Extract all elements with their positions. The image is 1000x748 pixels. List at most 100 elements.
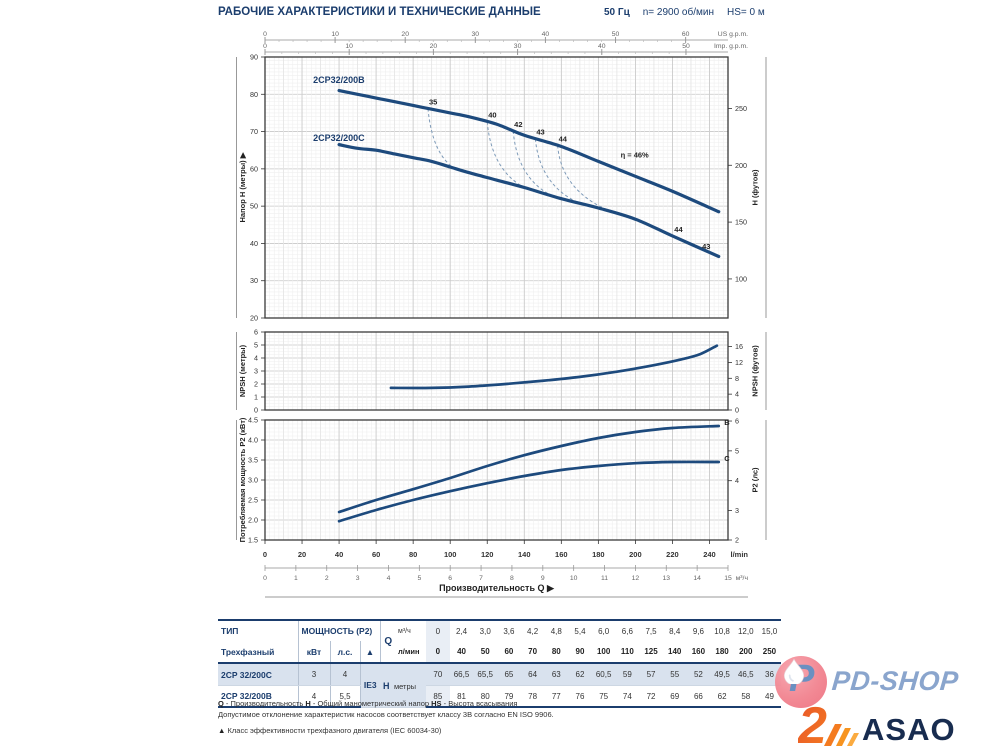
svg-text:2.5: 2.5	[248, 496, 258, 505]
svg-text:44: 44	[559, 134, 568, 143]
svg-text:10: 10	[345, 43, 353, 50]
table-cell: 80	[544, 641, 569, 664]
table-cell: 6,6	[615, 619, 640, 641]
svg-text:20: 20	[430, 43, 438, 50]
svg-text:4: 4	[254, 354, 258, 363]
svg-text:30: 30	[514, 43, 522, 50]
svg-text:2: 2	[798, 697, 827, 748]
table-cell: 100	[591, 641, 616, 664]
hp-value: 4	[329, 663, 360, 686]
svg-text:20: 20	[401, 31, 409, 38]
droplet-icon	[783, 658, 805, 684]
table-cell: 3,6	[497, 619, 521, 641]
table-cell: 81	[449, 685, 474, 708]
svg-text:3.5: 3.5	[248, 456, 258, 465]
model-name: 2CP 32/200B	[218, 685, 298, 708]
svg-text:40: 40	[250, 239, 258, 248]
svg-text:100: 100	[444, 550, 457, 559]
svg-text:2.0: 2.0	[248, 516, 258, 525]
svg-text:220: 220	[666, 550, 679, 559]
svg-text:3: 3	[254, 367, 258, 376]
svg-text:1.5: 1.5	[248, 536, 258, 545]
table-cell: 4,2	[520, 619, 545, 641]
table-cell: 76	[568, 685, 592, 708]
svg-text:40: 40	[335, 550, 343, 559]
table-cell: 46,5	[733, 663, 758, 686]
svg-text:180: 180	[592, 550, 605, 559]
svg-text:0: 0	[263, 575, 267, 582]
table-cell: 58	[733, 685, 758, 708]
asao-logo: 2 ASAO	[798, 697, 1000, 748]
col-power-header: МОЩНОСТЬ (P2)	[297, 619, 380, 641]
table-cell: 75	[591, 685, 616, 708]
svg-text:80: 80	[409, 550, 417, 559]
svg-text:8: 8	[735, 374, 739, 383]
table-row: ТИП МОЩНОСТЬ (P2) Q м³/ч 0 2,4 3,0 3,6 4,2 4,…	[218, 619, 782, 664]
svg-text:15: 15	[724, 575, 732, 582]
legend-q-text: - Производительность	[223, 699, 306, 708]
svg-text:4: 4	[735, 476, 739, 485]
svg-text:4.0: 4.0	[248, 436, 258, 445]
svg-text:20: 20	[250, 314, 258, 323]
h-symbol: H	[383, 681, 390, 692]
table-cell: 15,0	[757, 619, 782, 641]
legend-h-text: - Общий манометрический напор	[310, 699, 432, 708]
asao-2-icon: 2	[798, 697, 859, 748]
svg-text:3: 3	[735, 506, 739, 515]
hp-value: 5,5	[329, 685, 360, 708]
table-cell: 80	[473, 685, 498, 708]
table-row: Трехфазный кВт л.с. ▲ л/мин 0 40 50 60 70 80 9…	[218, 641, 782, 664]
table-cell: 85	[426, 685, 450, 708]
col-efficiency-mark: ▲	[359, 641, 380, 664]
svg-text:12: 12	[632, 575, 640, 582]
table-cell: 60,5	[591, 663, 616, 686]
page-title: РАБОЧИЕ ХАРАКТЕРИСТИКИ И ТЕХНИЧЕСКИЕ ДАН…	[218, 6, 541, 18]
table-cell: 0	[426, 619, 450, 641]
svg-text:30: 30	[250, 276, 258, 285]
motor-class-text: Класс эффективности трехфазного двигател…	[227, 726, 442, 735]
table-cell: 69	[662, 685, 687, 708]
svg-text:9: 9	[541, 575, 545, 582]
svg-text:43: 43	[536, 128, 544, 137]
table-cell: 140	[662, 641, 687, 664]
svg-text:40: 40	[542, 31, 550, 38]
svg-text:l/min: l/min	[730, 550, 748, 559]
svg-text:2CP32/200C: 2CP32/200C	[313, 133, 365, 143]
table-cell: 74	[615, 685, 640, 708]
svg-text:0: 0	[735, 406, 739, 415]
svg-text:13: 13	[662, 575, 670, 582]
svg-text:Производительность Q ▶: Производительность Q ▶	[439, 583, 555, 593]
ie-class: IE3	[359, 663, 380, 708]
table-cell: 2,4	[449, 619, 474, 641]
table-cell: 110	[615, 641, 640, 664]
svg-text:2: 2	[254, 380, 258, 389]
frequency-value: 50 Гц	[604, 7, 630, 18]
svg-text:0: 0	[263, 550, 267, 559]
svg-text:NPSH (футов): NPSH (футов)	[751, 345, 760, 397]
svg-text:250: 250	[735, 104, 747, 113]
svg-text:Потребляемая мощность P2 (кВт): Потребляемая мощность P2 (кВт)	[238, 417, 247, 542]
table-cell: 50	[473, 641, 498, 664]
table-cell: 62	[710, 685, 734, 708]
table-cell: 90	[568, 641, 592, 664]
legend-hs: HS	[431, 699, 442, 708]
svg-text:Imp. g.p.m.: Imp. g.p.m.	[714, 43, 748, 50]
tolerance-note: Допустимое отклонение характеристик насо…	[218, 709, 554, 719]
svg-text:0: 0	[254, 406, 258, 415]
col-kw-header: кВт	[297, 641, 330, 664]
svg-text:200: 200	[735, 161, 747, 170]
svg-text:60: 60	[682, 31, 690, 38]
speed-value: n= 2900 об/мин	[642, 7, 714, 18]
suction-value: HS= 0 м	[726, 7, 765, 18]
legend-line: Q - Производительность H - Общий маномет…	[218, 699, 554, 710]
table-row: 2CP 32/200B 4 5,5 85 81 80 79 78 77 76 75 74 72 69…	[218, 685, 782, 708]
svg-text:150: 150	[735, 218, 747, 227]
kw-value: 3	[297, 663, 330, 686]
svg-text:40: 40	[488, 111, 496, 120]
col-type-header: ТИП	[218, 619, 298, 641]
svg-text:B: B	[724, 418, 730, 427]
footnotes: Q - Производительность H - Общий маномет…	[218, 699, 554, 737]
svg-text:7: 7	[479, 575, 483, 582]
model-name: 2CP 32/200C	[218, 663, 298, 686]
table-cell: 0	[426, 641, 450, 664]
